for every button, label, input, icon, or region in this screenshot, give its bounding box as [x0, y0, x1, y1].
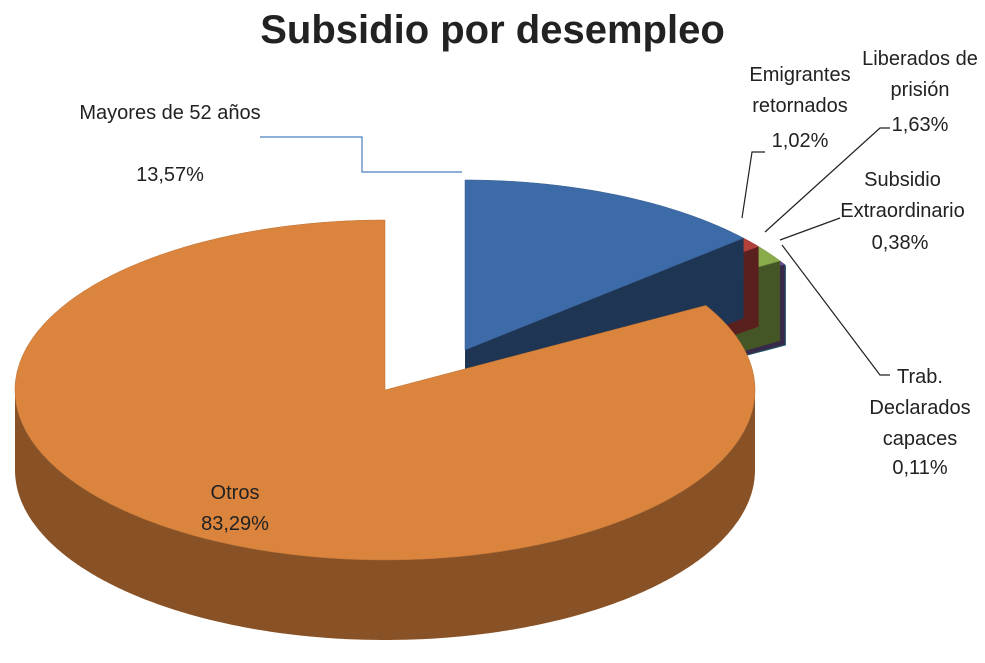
- chart-title: Subsidio por desempleo: [260, 8, 725, 52]
- slice-label: Otros: [210, 482, 260, 504]
- leader-line: [779, 217, 841, 241]
- value-label: 13,57%: [136, 164, 204, 186]
- slice-label: Mayores de 52 años: [79, 102, 261, 124]
- slice: [14, 219, 756, 561]
- slice-label: Emigrantes retornados: [749, 64, 851, 117]
- leader-line: [741, 151, 765, 219]
- slice-label: Subsidio Extraordinario: [840, 169, 965, 222]
- leader-line: [781, 244, 890, 376]
- leader-line: [260, 136, 462, 173]
- slice: [464, 179, 745, 351]
- leader-line: [764, 127, 890, 233]
- slice-side: [15, 390, 755, 640]
- slice-label: Trab. Declarados capaces: [869, 366, 971, 450]
- value-label: 0,11%: [892, 457, 948, 479]
- value-label: 83,29%: [201, 513, 269, 535]
- value-label: 1,02%: [771, 130, 829, 152]
- value-label: 1,63%: [891, 114, 949, 136]
- slice-label: Liberados de prisión: [862, 48, 978, 101]
- value-label: 0,38%: [871, 232, 929, 254]
